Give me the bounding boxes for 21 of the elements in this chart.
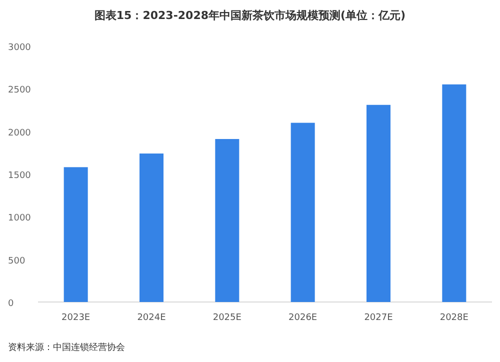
y-tick-label: 2500: [8, 86, 32, 96]
y-tick-label: 0: [8, 299, 14, 309]
bar: [140, 154, 164, 302]
y-tick-label: 500: [8, 256, 26, 266]
x-tick-label: 2024E: [137, 313, 166, 323]
text: 资料来源：中国连锁经营协会: [8, 342, 125, 353]
x-tick-label: 2025E: [212, 313, 242, 323]
x-tick-label: 2027E: [364, 313, 394, 323]
bar: [290, 122, 315, 302]
x-tick-label: 2028E: [440, 313, 469, 323]
bar: [64, 167, 88, 302]
bar: [366, 104, 390, 302]
y-tick-label: 1500: [8, 171, 32, 181]
y-tick-label: 3000: [8, 43, 32, 53]
y-tick-label: 2000: [8, 128, 32, 138]
bar: [442, 84, 466, 302]
x-tick-label: 2023E: [62, 313, 90, 323]
y-tick-label: 1000: [8, 214, 32, 224]
bar: [215, 139, 240, 302]
chart-title: 图表15：2023-2028年中国新茶饮市场规模预测(单位：亿元): [94, 9, 406, 22]
x-tick-label: 2026E: [288, 313, 318, 323]
